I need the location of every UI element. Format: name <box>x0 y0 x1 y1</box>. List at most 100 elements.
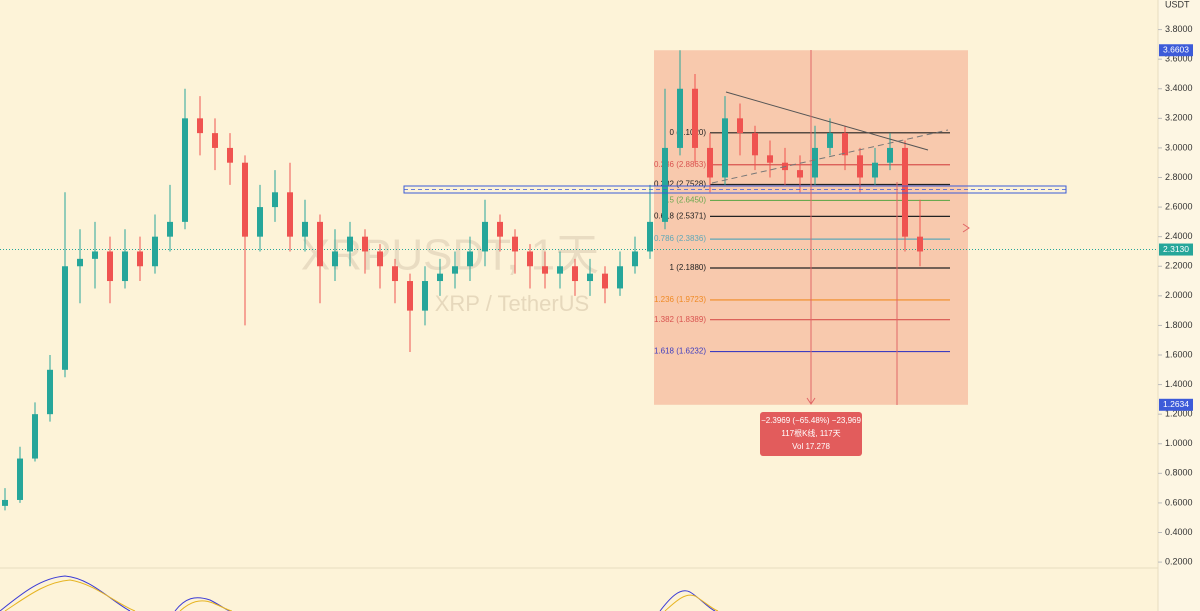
y-tick-label: 0.8000 <box>1165 468 1193 478</box>
price-tag-label: 2.3130 <box>1163 244 1189 254</box>
price-axis <box>1158 0 1200 611</box>
candle-body <box>17 458 23 500</box>
y-tick-label: 2.2000 <box>1165 261 1193 271</box>
candle-body <box>797 170 803 178</box>
candle-body <box>902 147 908 237</box>
fib-label: 0.5 (2.6450) <box>663 196 706 205</box>
candles <box>0 50 1158 511</box>
candle-body <box>77 258 83 267</box>
candle-body <box>377 251 383 267</box>
candle-body <box>527 251 533 267</box>
candle-body <box>152 236 158 267</box>
fib-label: 0.236 (2.8863) <box>654 160 706 169</box>
y-tick-label: 1.8000 <box>1165 320 1193 330</box>
candle-body <box>617 266 623 289</box>
trend-line-dashed <box>711 129 949 184</box>
candle-body <box>602 273 608 289</box>
candle-body <box>842 133 848 156</box>
candle-body <box>437 273 443 282</box>
candle-body <box>362 236 368 252</box>
candle-body <box>182 118 188 222</box>
candle-body <box>482 221 488 252</box>
candle-body <box>632 251 638 267</box>
candle-body <box>647 221 653 252</box>
measure-tooltip <box>760 412 862 456</box>
measure-text: 117根K线, 117天 <box>781 428 840 438</box>
candle-body <box>2 499 8 506</box>
candle-body <box>317 221 323 267</box>
y-tick-label: 1.0000 <box>1165 438 1193 448</box>
fib-label: 1.236 (1.9723) <box>654 295 706 304</box>
y-tick-label: 0.6000 <box>1165 497 1193 507</box>
axis-unit: USDT <box>1165 0 1190 9</box>
candle-body <box>347 236 353 252</box>
candle-body <box>392 266 398 282</box>
candle-body <box>542 266 548 274</box>
measure-text: −2.3969 (−65.48%) −23,969 <box>761 416 861 425</box>
y-tick-label: 1.6000 <box>1165 349 1193 359</box>
y-tick-label: 2.0000 <box>1165 290 1193 300</box>
measure-text: Vol 17.278 <box>792 442 830 451</box>
trend-line <box>725 91 929 151</box>
candle-body <box>47 369 53 415</box>
candle-body <box>827 133 833 148</box>
y-tick-label: 2.6000 <box>1165 201 1193 211</box>
y-tick-label: 3.6000 <box>1165 54 1193 64</box>
candle-body <box>32 414 38 459</box>
candle-body <box>872 162 878 178</box>
candle-body <box>62 266 68 370</box>
candle-body <box>212 133 218 148</box>
candle-body <box>287 192 293 237</box>
fib-label: 1 (2.1880) <box>670 263 707 272</box>
fib-label: 0 (3.1020) <box>670 128 707 137</box>
y-tick-label: 2.4000 <box>1165 231 1193 241</box>
candle-body <box>272 192 278 208</box>
y-tick-label: 0.2000 <box>1165 556 1193 566</box>
candle-body <box>677 88 683 148</box>
watermark-subtitle: XRP / TetherUS <box>435 291 589 316</box>
price-tag-label: 1.2634 <box>1163 399 1189 409</box>
y-tick-label: 1.4000 <box>1165 379 1193 389</box>
y-tick-label: 1.2000 <box>1165 409 1193 419</box>
candle-body <box>167 221 173 237</box>
candle-body <box>467 251 473 267</box>
candle-body <box>197 118 203 134</box>
candle-body <box>92 251 98 259</box>
candle-body <box>257 207 263 237</box>
y-tick-label: 3.4000 <box>1165 83 1193 93</box>
candle-body <box>887 147 893 163</box>
fib-label: 0.382 (2.7528) <box>654 180 706 189</box>
candle-body <box>242 162 248 237</box>
y-tick-label: 3.0000 <box>1165 142 1193 152</box>
candle-body <box>557 266 563 274</box>
fib-label: 1.618 (1.6232) <box>654 347 706 356</box>
candle-body <box>707 147 713 178</box>
candle-body <box>572 266 578 282</box>
candle-body <box>587 273 593 282</box>
fib-label: 1.382 (1.8389) <box>654 315 706 324</box>
arrow <box>806 397 816 405</box>
candle-body <box>737 118 743 134</box>
candle-body <box>137 251 143 267</box>
candle-body <box>497 221 503 237</box>
y-tick-label: 3.8000 <box>1165 24 1193 34</box>
candle-body <box>422 281 428 311</box>
y-tick-label: 0.4000 <box>1165 527 1193 537</box>
candle-body <box>122 251 128 282</box>
candle-body <box>407 281 413 311</box>
candle-body <box>722 118 728 178</box>
y-tick-label: 2.8000 <box>1165 172 1193 182</box>
fib-label: 0.786 (2.3836) <box>654 234 706 243</box>
candle-body <box>452 266 458 274</box>
y-tick-label: 3.2000 <box>1165 113 1193 123</box>
candle-body <box>227 147 233 163</box>
candle-body <box>917 236 923 252</box>
candle-body <box>107 251 113 282</box>
arrow <box>962 223 970 233</box>
candle-body <box>662 147 668 222</box>
candle-body <box>812 147 818 178</box>
candle-body <box>302 221 308 237</box>
price-tag <box>1159 398 1193 411</box>
watermark-title: XRPUSDT, 1天 <box>301 231 599 280</box>
